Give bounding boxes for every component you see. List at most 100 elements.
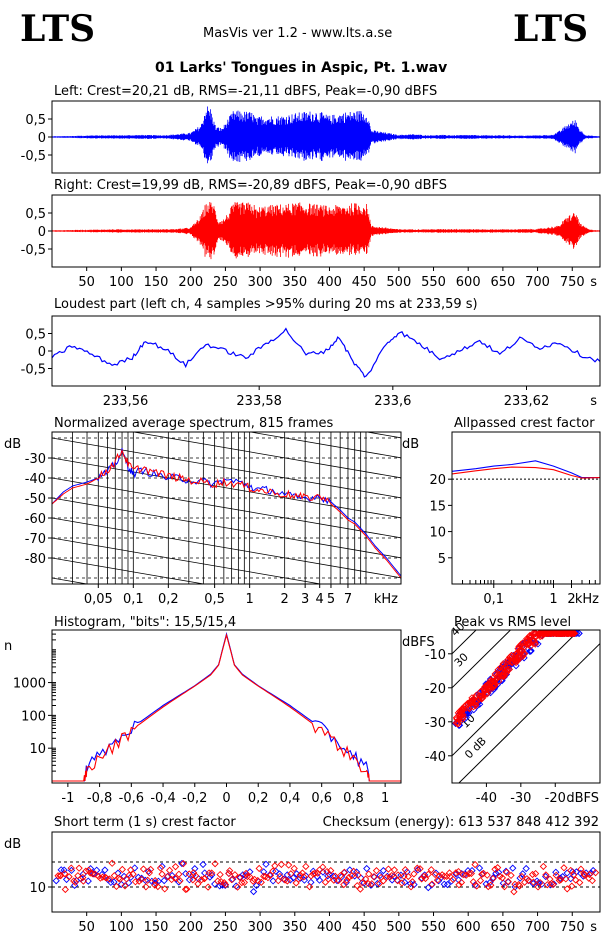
crest-point [181,885,190,894]
scatter-point [546,630,554,638]
x-tick-label: -0,6 [119,791,144,806]
plot-frame [451,431,601,585]
crest-point [281,876,289,884]
slope-reference [248,432,401,459]
x-tick-label: 300 [248,275,273,290]
crest-point [562,875,570,883]
x-tick-label: -0,2 [182,791,207,806]
crest-point [356,885,364,893]
crest-point [353,882,361,890]
crest-point [585,874,593,882]
crest-point [129,870,137,878]
scatter-point [570,630,578,638]
crest-point [447,877,456,885]
crest-point [71,878,79,886]
x-tick-label: 550 [421,275,446,290]
crest-point [388,871,396,880]
crest-point [407,883,415,891]
crest-point [176,877,184,885]
x-tick-label: 500 [386,920,411,935]
slope-reference [52,678,401,738]
scatter-point [494,671,503,679]
crest-point [225,867,234,875]
average-spectrum-chart: Normalized average spectrum, 815 frames d… [4,416,402,738]
crest-point [457,878,466,887]
crest-point [216,882,224,890]
crest-point [519,870,527,878]
crest-point [131,878,140,886]
crest-point [335,876,343,885]
crest-point [410,870,418,878]
crest-point [88,870,97,878]
crest-point [384,865,393,873]
crest-point [552,868,560,876]
crest-point [287,870,295,878]
crest-point [373,879,382,888]
x-tick-label: 300 [248,920,273,935]
y-tick-label: -60 [25,512,46,527]
crest-point [221,880,230,889]
crest-point [473,882,481,890]
y-tick-label: -0,5 [21,363,46,378]
crest-point [117,880,126,889]
crest-point [498,874,507,882]
crest-point [151,876,159,885]
y-axis-label: dB [4,437,21,452]
scatter-point [534,640,542,648]
x-tick-label: 450 [352,275,377,290]
x-tick-label: -40 [476,791,497,806]
logo-left: LTS [20,8,96,50]
x-tick-label: 200 [178,920,203,935]
crest-point [249,887,258,896]
crest-point [350,867,358,875]
crest-point [208,869,216,877]
y-tick-label: -80 [25,552,46,567]
crest-point [84,866,93,874]
scatter-point [536,630,544,638]
crest-point [238,878,246,887]
y-tick-label: 15 [429,499,446,514]
crest-point [467,869,475,878]
crest-point [479,869,488,878]
crest-point [216,870,224,879]
y-tick-label: 10 [29,881,46,896]
crest-point [536,879,544,887]
scatter-point [526,631,534,640]
crest-point [296,874,304,882]
scatter-point [513,648,522,656]
y-tick-label: -40 [425,750,446,765]
crest-point [368,880,376,888]
crest-point [114,869,122,877]
y-tick-label: -40 [25,472,46,487]
crest-point [204,883,212,891]
crest-point [462,871,470,879]
crest-point [400,872,408,880]
y-tick-label: -0,5 [21,149,46,164]
diagonal-label: 30 [452,650,471,669]
crest-point [504,877,512,886]
x-tick-label: 50 [78,275,95,290]
crest-point [494,864,502,872]
crest-point [476,876,485,885]
x-tick-label: 750 [560,920,585,935]
crest-point [324,872,332,880]
file-title: 01 Larks' Tongues in Aspic, Pt. 1.wav [155,60,448,76]
scatter-point [502,666,511,675]
crest-point [110,872,119,880]
scatter-point [527,647,535,655]
crest-point [161,885,169,893]
scatter-point [508,651,516,660]
crest-point [336,872,345,880]
crest-point [563,869,571,877]
crest-point [516,874,524,882]
crest-point [137,875,146,883]
crest-point [121,882,129,890]
crest-point [401,866,409,874]
chart-title: Short term (1 s) crest factor [54,815,236,830]
x-unit: kHz [374,592,398,607]
waveform-series [52,202,600,260]
crest-point [591,869,600,877]
scatter-point [514,655,522,663]
x-tick-label: 2 [567,592,575,607]
crest-point [118,865,126,874]
